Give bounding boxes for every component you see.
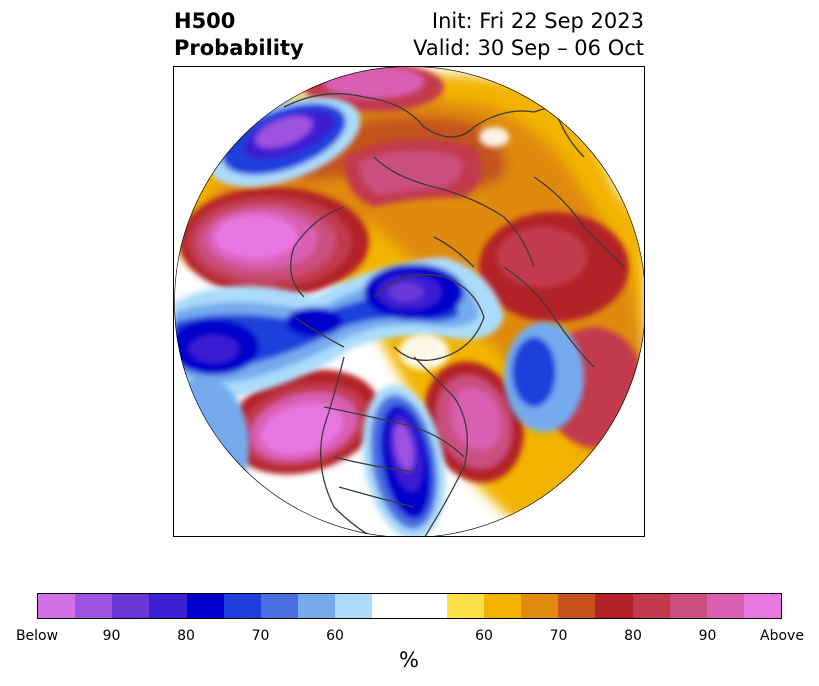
colorbar-tick-label: 80 [177, 628, 195, 644]
colorbar-tick-label: 70 [251, 628, 270, 644]
probability-field [174, 67, 644, 536]
colorbar-segment [335, 594, 373, 618]
colorbar-segment [595, 594, 633, 618]
colorbar-segment [149, 594, 187, 618]
colorbar-segment [38, 594, 76, 618]
colorbar-tick-label: 60 [475, 628, 493, 644]
colorbar-segment [558, 594, 596, 618]
colorbar [37, 593, 782, 619]
colorbar-tick-label: Below [15, 628, 59, 644]
colorbar-segment [186, 594, 224, 618]
colorbar-segment [706, 594, 744, 618]
colorbar-segment [446, 594, 484, 618]
colorbar-tick-label: 90 [102, 628, 121, 644]
title-left: H500 Probability [174, 8, 304, 62]
map-overlay-lines [283, 93, 625, 536]
colorbar-tick-label: 90 [698, 628, 717, 644]
colorbar-tick-label: Above [760, 628, 804, 644]
colorbar-segment [669, 594, 707, 618]
probability-map [174, 67, 644, 536]
title-product: Probability [174, 36, 304, 60]
map-boundary [174, 67, 644, 536]
title-variable: H500 [174, 9, 236, 33]
colorbar-segment [112, 594, 150, 618]
colorbar-segment [483, 594, 522, 618]
colorbar-segment [632, 594, 670, 618]
colorbar-unit: % [399, 648, 419, 672]
colorbar-segment [75, 594, 113, 618]
colorbar-segment [521, 594, 559, 618]
colorbar-segment [743, 594, 782, 618]
map-panel [173, 66, 645, 537]
init-time: Init: Fri 22 Sep 2023 [431, 9, 644, 33]
colorbar-segment [223, 594, 261, 618]
colorbar-tick-label: 80 [624, 628, 642, 644]
colorbar-segment [260, 594, 299, 618]
colorbar-tick-label: 70 [549, 628, 568, 644]
valid-time: Valid: 30 Sep – 06 Oct [413, 36, 644, 60]
colorbar-tick-label: 60 [326, 628, 344, 644]
colorbar-segment [298, 594, 336, 618]
colorbar-segment [409, 594, 447, 618]
title-right: Init: Fri 22 Sep 2023 Valid: 30 Sep – 06… [413, 8, 644, 62]
colorbar-segment [372, 594, 410, 618]
